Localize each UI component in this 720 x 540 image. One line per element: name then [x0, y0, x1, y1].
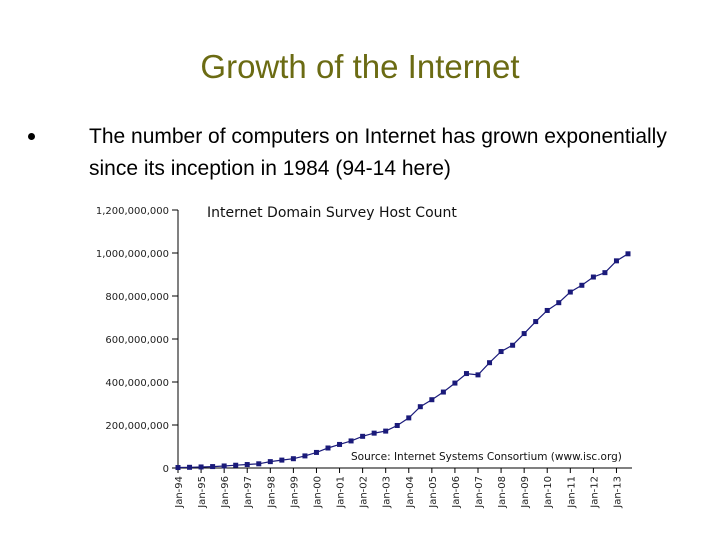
data-point [383, 428, 389, 434]
data-point [521, 331, 527, 337]
data-point [556, 300, 562, 306]
data-point [590, 274, 596, 280]
x-tick-label: Jan-05 [428, 476, 439, 509]
data-point [429, 397, 435, 403]
data-point [371, 430, 377, 436]
data-point [510, 342, 516, 348]
data-point [279, 457, 285, 463]
bullet-dot-icon [28, 133, 35, 140]
y-tick-label: 400,000,000 [105, 378, 169, 389]
data-point [579, 282, 585, 288]
y-tick-label: 0 [163, 464, 169, 475]
data-point [348, 438, 354, 444]
x-axis: Jan-94 Jan-95 Jan-96 Jan-97 Jan-98 Jan-99 Jan-… [174, 467, 632, 509]
data-point [210, 464, 216, 470]
data-point [440, 389, 446, 395]
data-point [175, 465, 181, 471]
data-point [267, 459, 273, 465]
data-point [487, 360, 493, 366]
y-tick-label: 800,000,000 [105, 292, 169, 303]
data-point [302, 453, 308, 459]
x-tick-label: Jan-08 [497, 476, 508, 509]
data-point [187, 464, 193, 470]
x-tick-label: Jan-95 [197, 476, 208, 509]
y-tick-label: 1,000,000,000 [96, 249, 169, 260]
x-tick-label: Jan-13 [612, 476, 623, 509]
data-point [613, 258, 619, 264]
series-line-group [177, 253, 629, 469]
data-point [198, 464, 204, 470]
x-tick-label: Jan-06 [451, 476, 462, 509]
data-point [544, 307, 550, 313]
slide-title: Growth of the Internet [200, 48, 520, 85]
x-tick-label: Jan-03 [382, 476, 393, 509]
y-tick-label: 600,000,000 [105, 335, 169, 346]
y-tick-label: 200,000,000 [105, 421, 169, 432]
data-point [567, 289, 573, 295]
x-tick-label: Jan-11 [566, 476, 577, 509]
x-tick-label: Jan-97 [243, 476, 254, 509]
data-point [406, 415, 412, 421]
data-points [175, 251, 631, 471]
data-point [244, 462, 250, 468]
y-axis: 0 200,000,000 400,000,000 600,000,000 800,00… [96, 206, 179, 475]
x-tick-label: Jan-99 [289, 476, 300, 509]
data-point [533, 319, 539, 325]
data-point [394, 422, 400, 428]
x-tick-label: Jan-07 [474, 476, 485, 509]
x-tick-label: Jan-02 [359, 476, 370, 509]
data-point [256, 461, 262, 467]
x-tick-label: Jan-09 [520, 476, 531, 509]
x-tick-label: Jan-98 [266, 476, 277, 509]
data-point [313, 449, 319, 455]
data-point [625, 251, 631, 257]
data-point [602, 270, 608, 276]
data-point [233, 462, 239, 468]
data-point [337, 441, 343, 447]
x-tick-label: Jan-01 [336, 476, 347, 509]
data-point [290, 456, 296, 462]
data-point [463, 371, 469, 377]
data-point [221, 463, 227, 469]
x-tick-label: Jan-04 [405, 476, 416, 509]
x-tick-label: Jan-10 [543, 476, 554, 509]
chart-title: Internet Domain Survey Host Count [207, 205, 457, 221]
bullet-text: The number of computers on Internet has … [89, 125, 667, 180]
data-point [325, 445, 331, 451]
x-tick-label: Jan-96 [220, 476, 231, 509]
y-tick-label: 1,200,000,000 [96, 206, 169, 217]
source-annotation: Source: Internet Systems Consortium (www… [351, 451, 622, 463]
x-tick-label: Jan-94 [174, 476, 185, 509]
data-point [498, 349, 504, 355]
bullet-item: The number of computers on Internet has … [28, 121, 688, 185]
data-point [475, 372, 481, 378]
data-point [417, 404, 423, 410]
series-line [177, 253, 629, 469]
data-point [360, 433, 366, 439]
x-tick-label: Jan-12 [589, 476, 600, 509]
data-point [452, 380, 458, 386]
x-tick-label: Jan-00 [312, 476, 323, 509]
